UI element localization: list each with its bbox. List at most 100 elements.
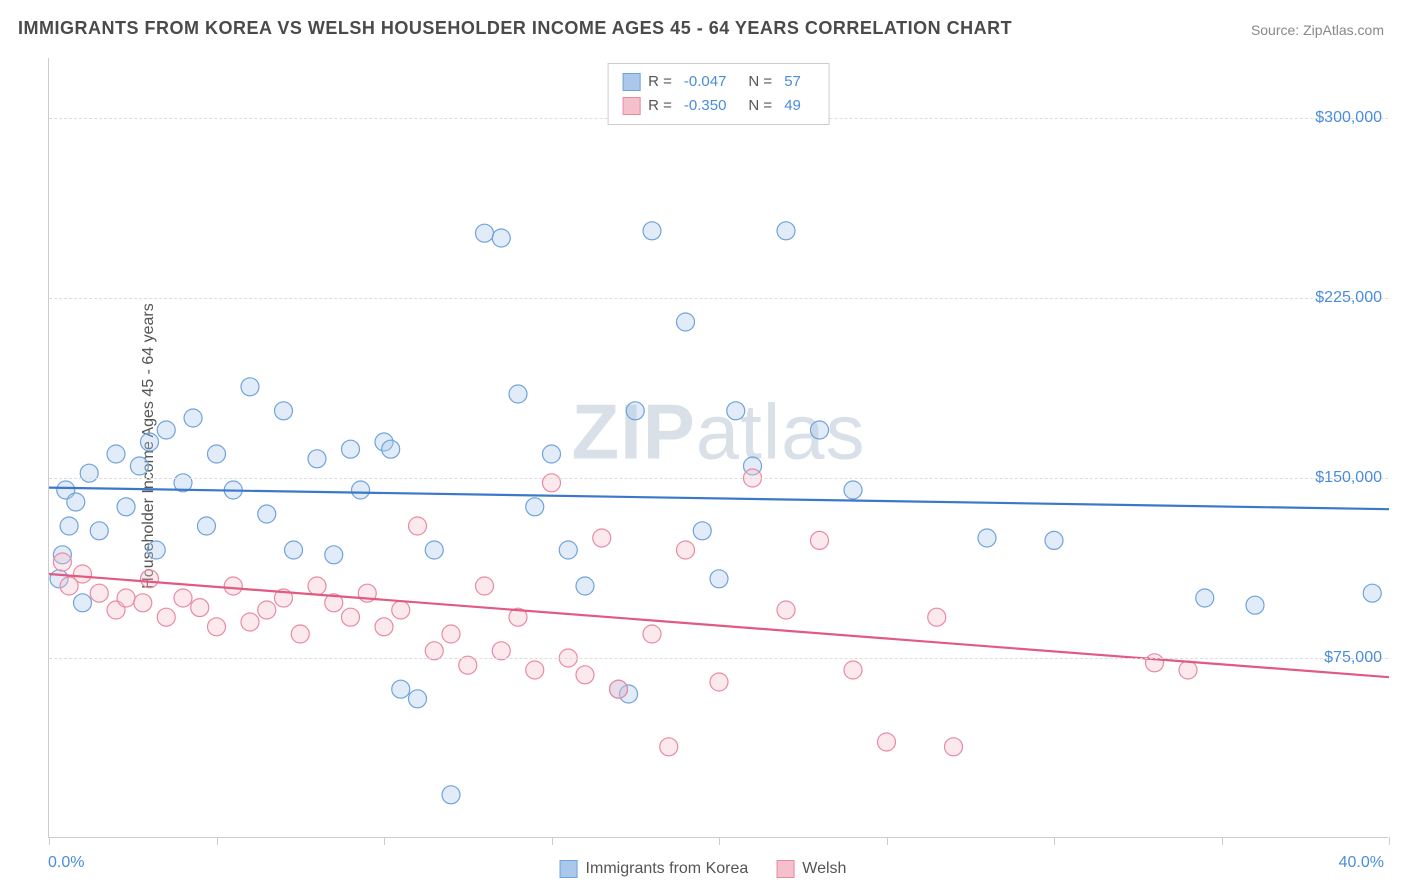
x-axis-max-label: 40.0%	[1339, 854, 1384, 872]
data-point	[425, 541, 443, 559]
data-point	[53, 553, 71, 571]
r-label: R =	[648, 70, 672, 94]
legend-label: Immigrants from Korea	[586, 860, 749, 878]
data-point	[559, 541, 577, 559]
y-tick-label: $75,000	[1324, 649, 1382, 667]
data-point	[509, 385, 527, 403]
trend-line	[49, 488, 1389, 510]
n-label: N =	[748, 94, 772, 118]
data-point	[174, 589, 192, 607]
data-point	[258, 601, 276, 619]
gridline	[49, 478, 1388, 479]
data-point	[184, 409, 202, 427]
data-point	[275, 402, 293, 420]
data-point	[928, 608, 946, 626]
data-point	[677, 541, 695, 559]
data-point	[945, 738, 963, 756]
legend-row: R = -0.047 N = 57	[622, 70, 815, 94]
data-point	[285, 541, 303, 559]
data-point	[643, 625, 661, 643]
data-point	[844, 481, 862, 499]
data-point	[844, 661, 862, 679]
data-point	[291, 625, 309, 643]
data-point	[157, 421, 175, 439]
data-point	[777, 601, 795, 619]
data-point	[1196, 589, 1214, 607]
data-point	[74, 565, 92, 583]
data-point	[191, 599, 209, 617]
x-tick	[719, 837, 720, 845]
legend-swatch	[622, 97, 640, 115]
n-label: N =	[748, 70, 772, 94]
gridline	[49, 298, 1388, 299]
data-point	[1045, 531, 1063, 549]
data-point	[543, 445, 561, 463]
correlation-legend: R = -0.047 N = 57 R = -0.350 N = 49	[607, 63, 830, 125]
data-point	[710, 673, 728, 691]
data-point	[352, 481, 370, 499]
x-tick	[552, 837, 553, 845]
data-point	[811, 531, 829, 549]
data-point	[526, 661, 544, 679]
legend-label: Welsh	[802, 860, 846, 878]
data-point	[392, 601, 410, 619]
r-label: R =	[648, 94, 672, 118]
data-point	[492, 229, 510, 247]
data-point	[141, 433, 159, 451]
data-point	[1246, 596, 1264, 614]
x-axis-min-label: 0.0%	[48, 854, 84, 872]
series-legend: Immigrants from Korea Welsh	[560, 860, 847, 878]
r-value: -0.350	[684, 94, 727, 118]
legend-swatch	[560, 860, 578, 878]
data-point	[543, 474, 561, 492]
x-tick	[1054, 837, 1055, 845]
data-point	[375, 618, 393, 636]
y-tick-label: $150,000	[1315, 469, 1382, 487]
chart-svg	[49, 58, 1388, 837]
data-point	[208, 445, 226, 463]
data-point	[677, 313, 695, 331]
data-point	[409, 517, 427, 535]
data-point	[727, 402, 745, 420]
data-point	[576, 577, 594, 595]
data-point	[610, 680, 628, 698]
data-point	[197, 517, 215, 535]
data-point	[342, 608, 360, 626]
legend-swatch	[776, 860, 794, 878]
x-tick	[887, 837, 888, 845]
data-point	[442, 786, 460, 804]
source-prefix: Source:	[1251, 22, 1303, 38]
data-point	[1363, 584, 1381, 602]
n-value: 49	[784, 94, 801, 118]
data-point	[308, 450, 326, 468]
data-point	[476, 224, 494, 242]
data-point	[576, 666, 594, 684]
data-point	[325, 546, 343, 564]
gridline	[49, 658, 1388, 659]
x-tick	[1222, 837, 1223, 845]
data-point	[80, 464, 98, 482]
data-point	[147, 541, 165, 559]
data-point	[978, 529, 996, 547]
data-point	[392, 680, 410, 698]
data-point	[208, 618, 226, 636]
data-point	[526, 498, 544, 516]
data-point	[157, 608, 175, 626]
data-point	[224, 577, 242, 595]
data-point	[593, 529, 611, 547]
n-value: 57	[784, 70, 801, 94]
data-point	[409, 690, 427, 708]
data-point	[442, 625, 460, 643]
source-attribution: Source: ZipAtlas.com	[1251, 22, 1384, 38]
y-tick-label: $300,000	[1315, 109, 1382, 127]
data-point	[710, 570, 728, 588]
data-point	[308, 577, 326, 595]
r-value: -0.047	[684, 70, 727, 94]
data-point	[141, 570, 159, 588]
data-point	[67, 493, 85, 511]
data-point	[74, 594, 92, 612]
source-link[interactable]: ZipAtlas.com	[1303, 22, 1384, 38]
data-point	[107, 445, 125, 463]
data-point	[643, 222, 661, 240]
legend-swatch	[622, 73, 640, 91]
